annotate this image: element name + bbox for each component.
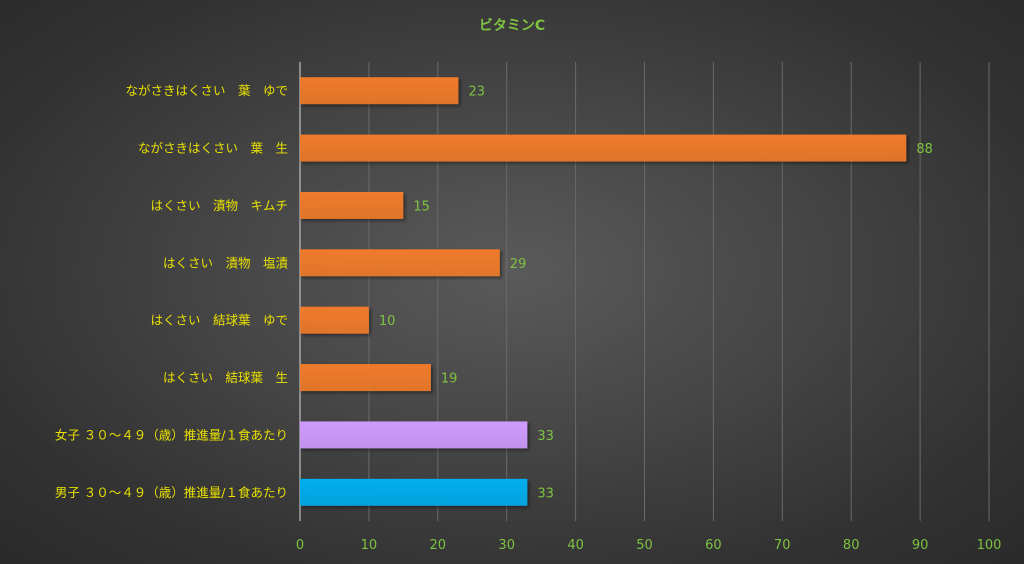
category-label: 女子 ３０～４９（歳）推進量/１食あたり: [55, 427, 288, 442]
x-tick-label: 50: [636, 538, 653, 553]
category-label: はくさい 結球葉 生: [163, 370, 288, 385]
category-label: ながさきはくさい 葉 生: [138, 141, 288, 156]
x-tick-label: 100: [977, 538, 1002, 553]
data-label: 19: [441, 372, 458, 387]
data-label: 33: [537, 429, 554, 444]
data-labels: 23 88 15 29 10 19 33 33: [379, 85, 933, 502]
category-label: ながさきはくさい 葉 ゆで: [125, 83, 288, 98]
chart-title: ビタミンC: [479, 18, 545, 34]
x-axis-ticks: 0 10 20 30 40 50 60 70 80 90 100: [296, 538, 1002, 553]
bar: [300, 306, 369, 334]
data-label: 23: [468, 85, 485, 100]
data-label: 33: [537, 486, 554, 501]
data-label: 88: [916, 142, 933, 157]
category-label: はくさい 漬物 塩漬: [163, 255, 289, 270]
x-tick-label: 20: [430, 538, 447, 553]
x-tick-label: 30: [498, 538, 515, 553]
bar: [300, 249, 500, 277]
x-tick-label: 60: [705, 538, 722, 553]
x-tick-label: 70: [774, 538, 791, 553]
category-label: はくさい 結球葉 ゆで: [150, 313, 288, 328]
x-tick-label: 80: [843, 538, 860, 553]
category-label: はくさい 漬物 キムチ: [150, 198, 288, 213]
bars: [300, 77, 907, 506]
bar: [300, 421, 528, 449]
bar: [300, 191, 404, 219]
x-tick-label: 40: [567, 538, 584, 553]
bar: [300, 77, 459, 105]
x-tick-label: 0: [296, 538, 304, 553]
data-label: 29: [510, 257, 527, 272]
bar: [300, 364, 431, 392]
bar: [300, 478, 528, 506]
grid-lines: [299, 62, 990, 521]
x-tick-label: 90: [912, 538, 929, 553]
category-label: 男子 ３０～４９（歳）推進量/１食あたり: [55, 485, 288, 500]
data-label: 10: [379, 314, 396, 329]
data-label: 15: [413, 199, 430, 214]
bar: [300, 134, 907, 162]
x-tick-label: 10: [361, 538, 378, 553]
